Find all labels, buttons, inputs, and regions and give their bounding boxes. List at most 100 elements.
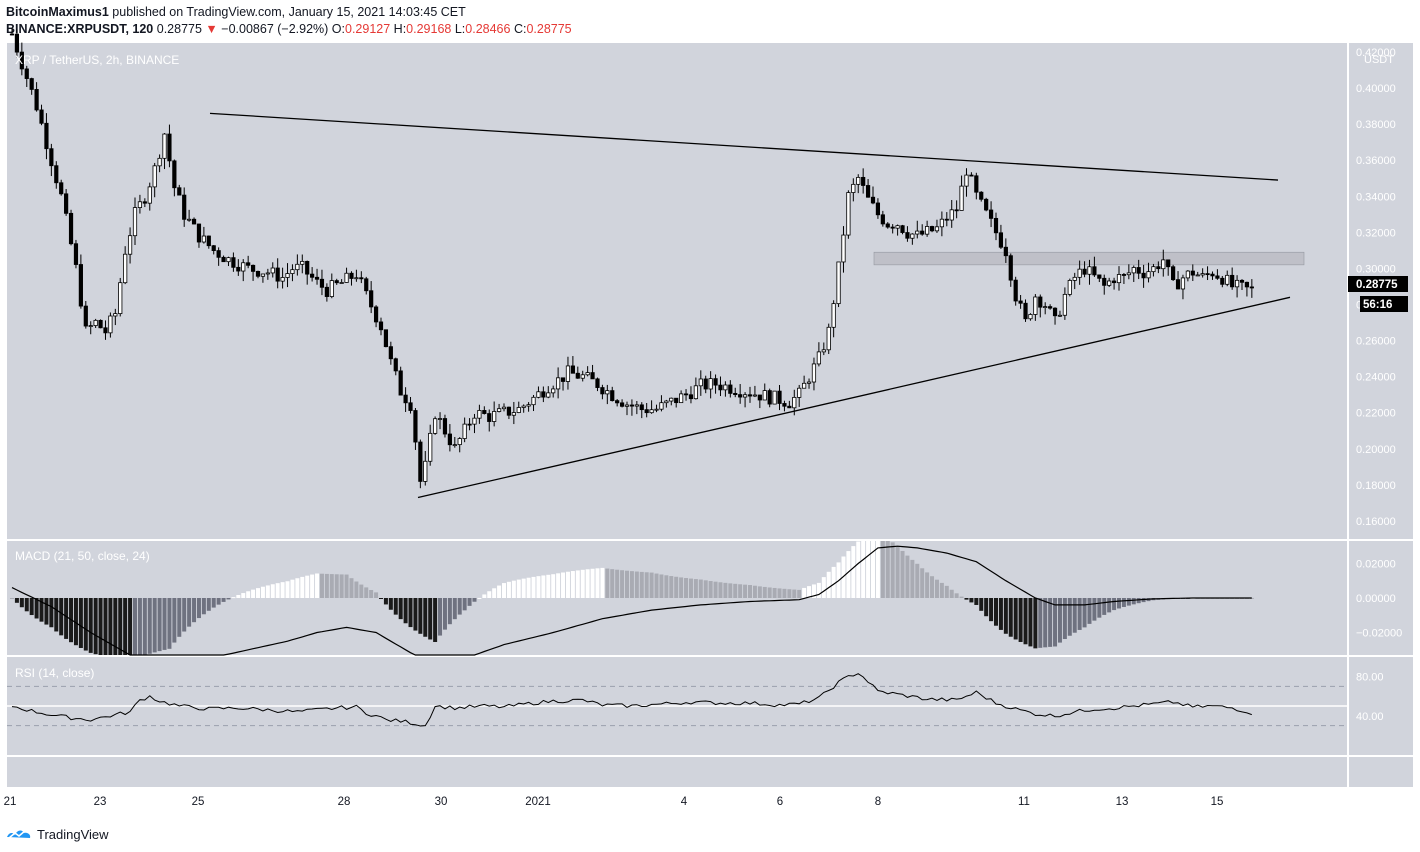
candle[interactable] [73,239,79,269]
candle[interactable] [319,269,325,296]
candle[interactable] [1043,302,1048,315]
candle[interactable] [875,198,881,219]
candle[interactable] [541,386,546,403]
candle[interactable] [496,403,502,413]
candle[interactable] [925,220,930,237]
candle[interactable] [511,401,516,425]
candle[interactable] [762,383,767,401]
candle[interactable] [570,356,575,374]
candle[interactable] [929,225,935,233]
candle[interactable] [88,321,93,335]
candle[interactable] [285,263,290,288]
candle[interactable] [767,388,772,408]
candle[interactable] [1166,259,1171,276]
candle[interactable] [408,396,413,414]
candle[interactable] [1077,260,1082,285]
candle[interactable] [742,392,748,408]
candle[interactable] [123,246,128,285]
candle[interactable] [54,161,59,189]
candle[interactable] [806,378,812,389]
candle[interactable] [905,226,910,242]
descending-resistance-trendline[interactable] [209,112,1279,181]
candle[interactable] [39,104,44,126]
candle[interactable] [132,197,138,246]
candle[interactable] [206,235,211,249]
candle[interactable] [19,42,24,76]
candle[interactable] [492,401,497,427]
candle[interactable] [649,400,654,414]
tradingview-footer[interactable]: TradingView [6,824,109,844]
candle[interactable] [1008,253,1013,287]
candle[interactable] [290,264,295,282]
candle[interactable] [1121,273,1127,284]
candle[interactable] [270,262,275,278]
candle[interactable] [772,390,777,405]
candle[interactable] [885,222,890,229]
candle[interactable] [659,395,664,412]
candle[interactable] [1190,264,1195,281]
candle[interactable] [826,323,831,354]
candle[interactable] [1092,256,1097,277]
candle[interactable] [841,226,846,273]
candle[interactable] [398,366,403,396]
candle[interactable] [127,227,133,264]
candle[interactable] [664,399,669,408]
candle[interactable] [442,414,448,438]
candle[interactable] [280,267,285,289]
candle[interactable] [462,417,467,443]
candle[interactable] [1210,271,1215,280]
candle[interactable] [1239,279,1245,290]
candle[interactable] [836,261,841,308]
candle[interactable] [590,364,595,380]
candle[interactable] [216,247,221,266]
candle[interactable] [1057,310,1063,317]
candle[interactable] [890,224,895,234]
candle[interactable] [634,400,639,415]
author-name[interactable]: BitcoinMaximus1 [6,5,109,19]
candle[interactable] [654,404,659,413]
candle[interactable] [895,224,900,236]
candle[interactable] [162,133,167,170]
candle[interactable] [605,384,610,405]
candle[interactable] [339,279,344,284]
candle[interactable] [1215,269,1220,280]
candle[interactable] [403,387,408,413]
candle[interactable] [708,371,713,399]
candle[interactable] [191,217,197,225]
candle[interactable] [1156,261,1161,274]
candle[interactable] [1028,313,1033,321]
candle[interactable] [305,260,310,285]
candle[interactable] [861,168,866,194]
candle[interactable] [1048,304,1053,310]
candle[interactable] [679,390,684,404]
candle[interactable] [108,312,113,338]
candle[interactable] [167,124,172,168]
macd-line[interactable] [11,545,1252,656]
candle[interactable] [610,386,615,402]
candle[interactable] [314,268,320,285]
candle[interactable] [1018,294,1023,309]
candle[interactable] [506,406,512,420]
candle[interactable] [437,412,443,430]
candle[interactable] [388,341,393,365]
candle[interactable] [196,223,202,248]
candle[interactable] [1003,238,1008,263]
candle[interactable] [747,386,753,403]
candle[interactable] [1107,277,1112,288]
candle[interactable] [457,437,462,453]
candle[interactable] [1136,259,1141,280]
candle[interactable] [300,254,305,274]
candle[interactable] [575,366,580,379]
candle[interactable] [1234,275,1240,298]
candle[interactable] [551,385,556,398]
price-pane[interactable] [7,43,1347,539]
candle[interactable] [9,27,15,36]
candle[interactable] [821,342,826,356]
candle[interactable] [1033,294,1038,321]
candle[interactable] [349,271,354,286]
candle[interactable] [880,210,885,227]
candle[interactable] [738,384,743,404]
candle[interactable] [669,397,674,406]
candle[interactable] [969,172,974,177]
candle[interactable] [1131,265,1136,282]
